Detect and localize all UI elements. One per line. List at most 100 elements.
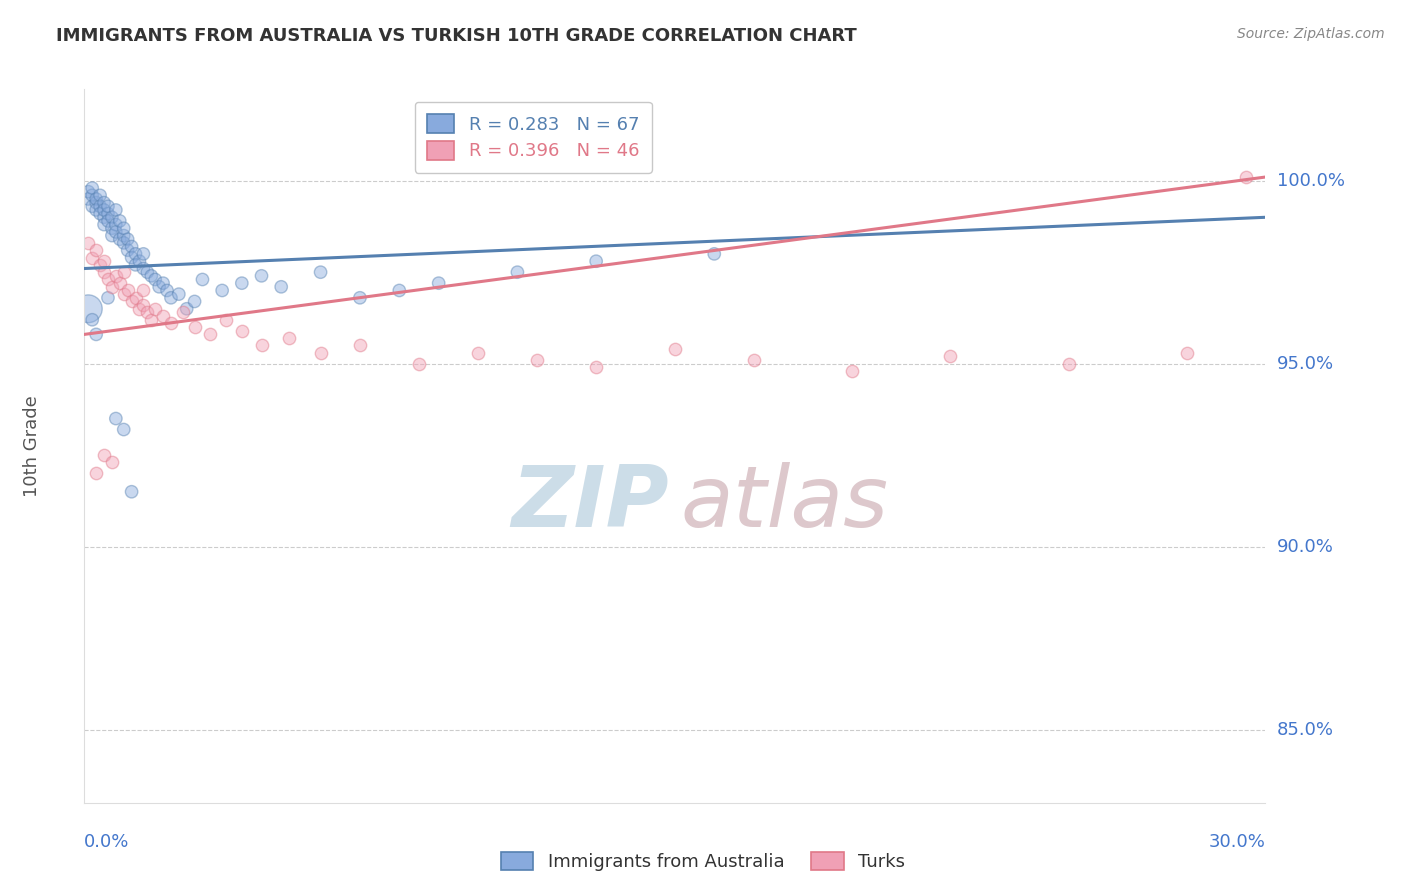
- Point: [104, 225, 127, 239]
- Point: [104, 411, 127, 425]
- Point: [77, 185, 100, 199]
- Point: [309, 265, 332, 279]
- Point: [132, 247, 155, 261]
- Point: [132, 261, 155, 276]
- Point: [84, 202, 107, 217]
- Point: [506, 265, 529, 279]
- Point: [211, 284, 233, 298]
- Point: [1175, 345, 1198, 359]
- Point: [143, 272, 166, 286]
- Point: [388, 284, 411, 298]
- Point: [82, 188, 104, 202]
- Point: [101, 455, 124, 469]
- Point: [664, 342, 686, 356]
- Point: [270, 280, 292, 294]
- Point: [121, 294, 143, 309]
- Point: [84, 467, 107, 481]
- Point: [141, 268, 163, 283]
- Point: [108, 214, 131, 228]
- Point: [231, 324, 253, 338]
- Text: Source: ZipAtlas.com: Source: ZipAtlas.com: [1237, 27, 1385, 41]
- Point: [183, 294, 205, 309]
- Point: [77, 235, 100, 250]
- Text: 30.0%: 30.0%: [1209, 833, 1265, 851]
- Point: [112, 221, 135, 235]
- Point: [742, 353, 765, 368]
- Point: [77, 301, 100, 316]
- Point: [132, 298, 155, 312]
- Point: [128, 301, 150, 316]
- Point: [250, 268, 273, 283]
- Point: [1234, 169, 1257, 184]
- Point: [427, 276, 450, 290]
- Point: [89, 206, 111, 220]
- Point: [160, 291, 183, 305]
- Text: ZIP: ZIP: [512, 461, 669, 545]
- Point: [84, 192, 107, 206]
- Point: [136, 305, 159, 319]
- Point: [141, 312, 163, 326]
- Point: [841, 364, 863, 378]
- Point: [121, 484, 143, 499]
- Point: [117, 244, 139, 258]
- Legend: R = 0.283   N = 67, R = 0.396   N = 46: R = 0.283 N = 67, R = 0.396 N = 46: [415, 102, 652, 173]
- Point: [93, 202, 115, 217]
- Point: [108, 276, 131, 290]
- Text: 10th Grade: 10th Grade: [22, 395, 41, 497]
- Point: [112, 228, 135, 243]
- Point: [82, 199, 104, 213]
- Point: [152, 276, 174, 290]
- Point: [117, 232, 139, 246]
- Point: [97, 206, 120, 220]
- Text: 85.0%: 85.0%: [1277, 721, 1333, 739]
- Point: [93, 218, 115, 232]
- Point: [309, 345, 332, 359]
- Point: [89, 258, 111, 272]
- Point: [152, 309, 174, 323]
- Point: [939, 349, 962, 363]
- Point: [176, 301, 198, 316]
- Point: [124, 247, 146, 261]
- Text: 95.0%: 95.0%: [1277, 355, 1334, 373]
- Point: [136, 265, 159, 279]
- Point: [97, 199, 120, 213]
- Text: 0.0%: 0.0%: [84, 833, 129, 851]
- Point: [349, 338, 371, 352]
- Point: [112, 265, 135, 279]
- Point: [143, 301, 166, 316]
- Point: [89, 188, 111, 202]
- Text: IMMIGRANTS FROM AUSTRALIA VS TURKISH 10TH GRADE CORRELATION CHART: IMMIGRANTS FROM AUSTRALIA VS TURKISH 10T…: [56, 27, 858, 45]
- Point: [128, 254, 150, 268]
- Point: [200, 327, 222, 342]
- Point: [77, 192, 100, 206]
- Point: [101, 228, 124, 243]
- Point: [231, 276, 253, 290]
- Point: [349, 291, 371, 305]
- Point: [93, 211, 115, 225]
- Point: [160, 317, 183, 331]
- Text: 100.0%: 100.0%: [1277, 171, 1344, 190]
- Point: [97, 291, 120, 305]
- Point: [104, 202, 127, 217]
- Point: [121, 251, 143, 265]
- Point: [585, 254, 607, 268]
- Point: [104, 268, 127, 283]
- Point: [585, 360, 607, 375]
- Point: [97, 272, 120, 286]
- Point: [82, 251, 104, 265]
- Point: [112, 287, 135, 301]
- Point: [89, 199, 111, 213]
- Point: [84, 244, 107, 258]
- Point: [183, 320, 205, 334]
- Point: [112, 235, 135, 250]
- Point: [121, 239, 143, 253]
- Point: [167, 287, 190, 301]
- Point: [93, 265, 115, 279]
- Point: [93, 254, 115, 268]
- Point: [124, 291, 146, 305]
- Point: [250, 338, 273, 352]
- Text: atlas: atlas: [681, 461, 889, 545]
- Point: [108, 232, 131, 246]
- Point: [117, 284, 139, 298]
- Point: [101, 221, 124, 235]
